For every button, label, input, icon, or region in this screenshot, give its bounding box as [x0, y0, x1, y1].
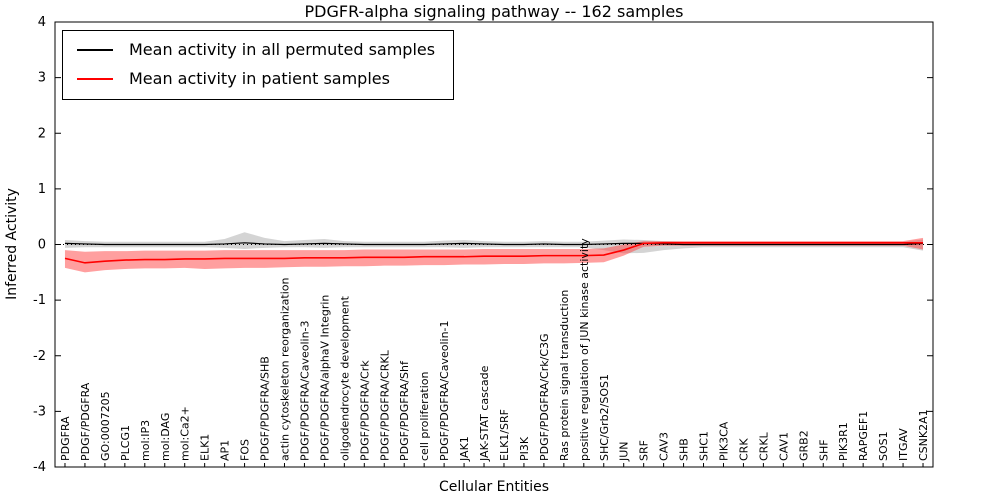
x-tick-label: SHB [678, 438, 691, 461]
x-tick-label: SHF [817, 439, 830, 461]
x-tick-label: RAPGEF1 [857, 411, 870, 461]
x-tick-label: GO:0007205 [99, 391, 112, 461]
x-tick-label: mol:IP3 [139, 420, 152, 461]
x-tick-label: SRF [638, 440, 651, 461]
x-tick-label: CAV3 [658, 432, 671, 461]
x-tick-label: GRB2 [797, 430, 810, 461]
x-tick-label: CSNK2A1 [917, 409, 930, 461]
plot-border [54, 21, 934, 468]
y-tick-label: 3 [38, 71, 46, 86]
y-tick-label: 1 [38, 182, 46, 197]
x-tick-label: mol:Ca2+ [179, 406, 192, 461]
x-tick-label: oligodendrocyte development [338, 295, 351, 461]
y-tick-label: -4 [33, 460, 46, 475]
x-tick-label: JUN [618, 441, 631, 462]
x-tick-label: PI3K [518, 436, 531, 461]
x-tick-label: PDGFRA [59, 416, 72, 461]
x-tick-label: cell proliferation [418, 371, 431, 461]
x-tick-label: CAV1 [777, 432, 790, 461]
x-tick-label: JAK-STAT cascade [478, 365, 491, 462]
permuted-mean-line [64, 242, 924, 246]
patient-band [64, 237, 924, 273]
x-tick-label: PLCG1 [119, 425, 132, 461]
x-tick-label: CRKL [757, 431, 770, 461]
permuted-line-swatch [77, 48, 113, 51]
x-tick-label: JAK1 [458, 436, 471, 462]
x-tick-label: CRK [737, 438, 750, 461]
legend-item-permuted: Mean activity in all permuted samples [77, 40, 435, 59]
x-tick-label: PDGF/PDGFRA/Crk [358, 360, 371, 461]
x-tick-label: PDGF/PDGFRA/alphaV Integrin [318, 295, 331, 461]
x-tick-label: FOS [239, 439, 252, 461]
x-tick-label: ELK1 [199, 434, 212, 461]
x-tick-label: actin cytoskeleton reorganization [278, 277, 291, 461]
legend-label-patient: Mean activity in patient samples [129, 69, 390, 88]
x-tick-label: ITGAV [897, 428, 910, 461]
x-tick-label: AP1 [219, 440, 232, 461]
chart-title: PDGFR-alpha signaling pathway -- 162 sam… [304, 2, 684, 21]
patient-line-swatch [77, 77, 113, 80]
x-tick-label: PDGF/PDGFRA [79, 382, 92, 461]
x-tick-label: PDGF/PDGFRA/Caveolin-1 [438, 320, 451, 461]
x-tick-label: SHC1 [698, 431, 711, 461]
y-tick-label: -3 [33, 404, 46, 419]
legend: Mean activity in all permuted samples Me… [62, 30, 455, 100]
x-axis-label: Cellular Entities [438, 479, 550, 495]
x-tick-label: PDGF/PDGFRA/Crk/C3G [538, 333, 551, 461]
legend-item-patient: Mean activity in patient samples [77, 69, 435, 88]
x-tick-label: PIK3CA [717, 421, 730, 461]
y-axis-label: Inferred Activity [4, 188, 20, 300]
permuted-band [64, 232, 924, 254]
y-tick-label: -2 [33, 349, 46, 364]
patient-mean-line [64, 242, 924, 264]
y-tick-label: -1 [33, 293, 46, 308]
x-tick-label: PDGF/PDGFRA/CRKL [378, 349, 391, 461]
y-tick-label: 2 [38, 126, 46, 141]
y-tick-label: 0 [38, 238, 46, 253]
x-tick-label: mol:DAG [159, 413, 172, 461]
x-tick-label: positive regulation of JUN kinase activi… [578, 238, 591, 461]
legend-label-permuted: Mean activity in all permuted samples [129, 40, 436, 59]
x-tick-label: PIK3R1 [837, 422, 850, 461]
x-tick-label: SOS1 [877, 431, 890, 461]
x-tick-label: PDGF/PDGFRA/Shf [398, 360, 411, 461]
x-tick-label: Ras protein signal transduction [558, 290, 571, 461]
x-tick-label: PDGF/PDGFRA/Caveolin-3 [298, 320, 311, 461]
x-tick-label: PDGF/PDGFRA/SHB [259, 356, 272, 461]
x-tick-label: SHC/Grb2/SOS1 [598, 374, 611, 461]
y-tick-label: 4 [38, 15, 46, 30]
x-tick-label: ELK1/SRF [498, 409, 511, 461]
